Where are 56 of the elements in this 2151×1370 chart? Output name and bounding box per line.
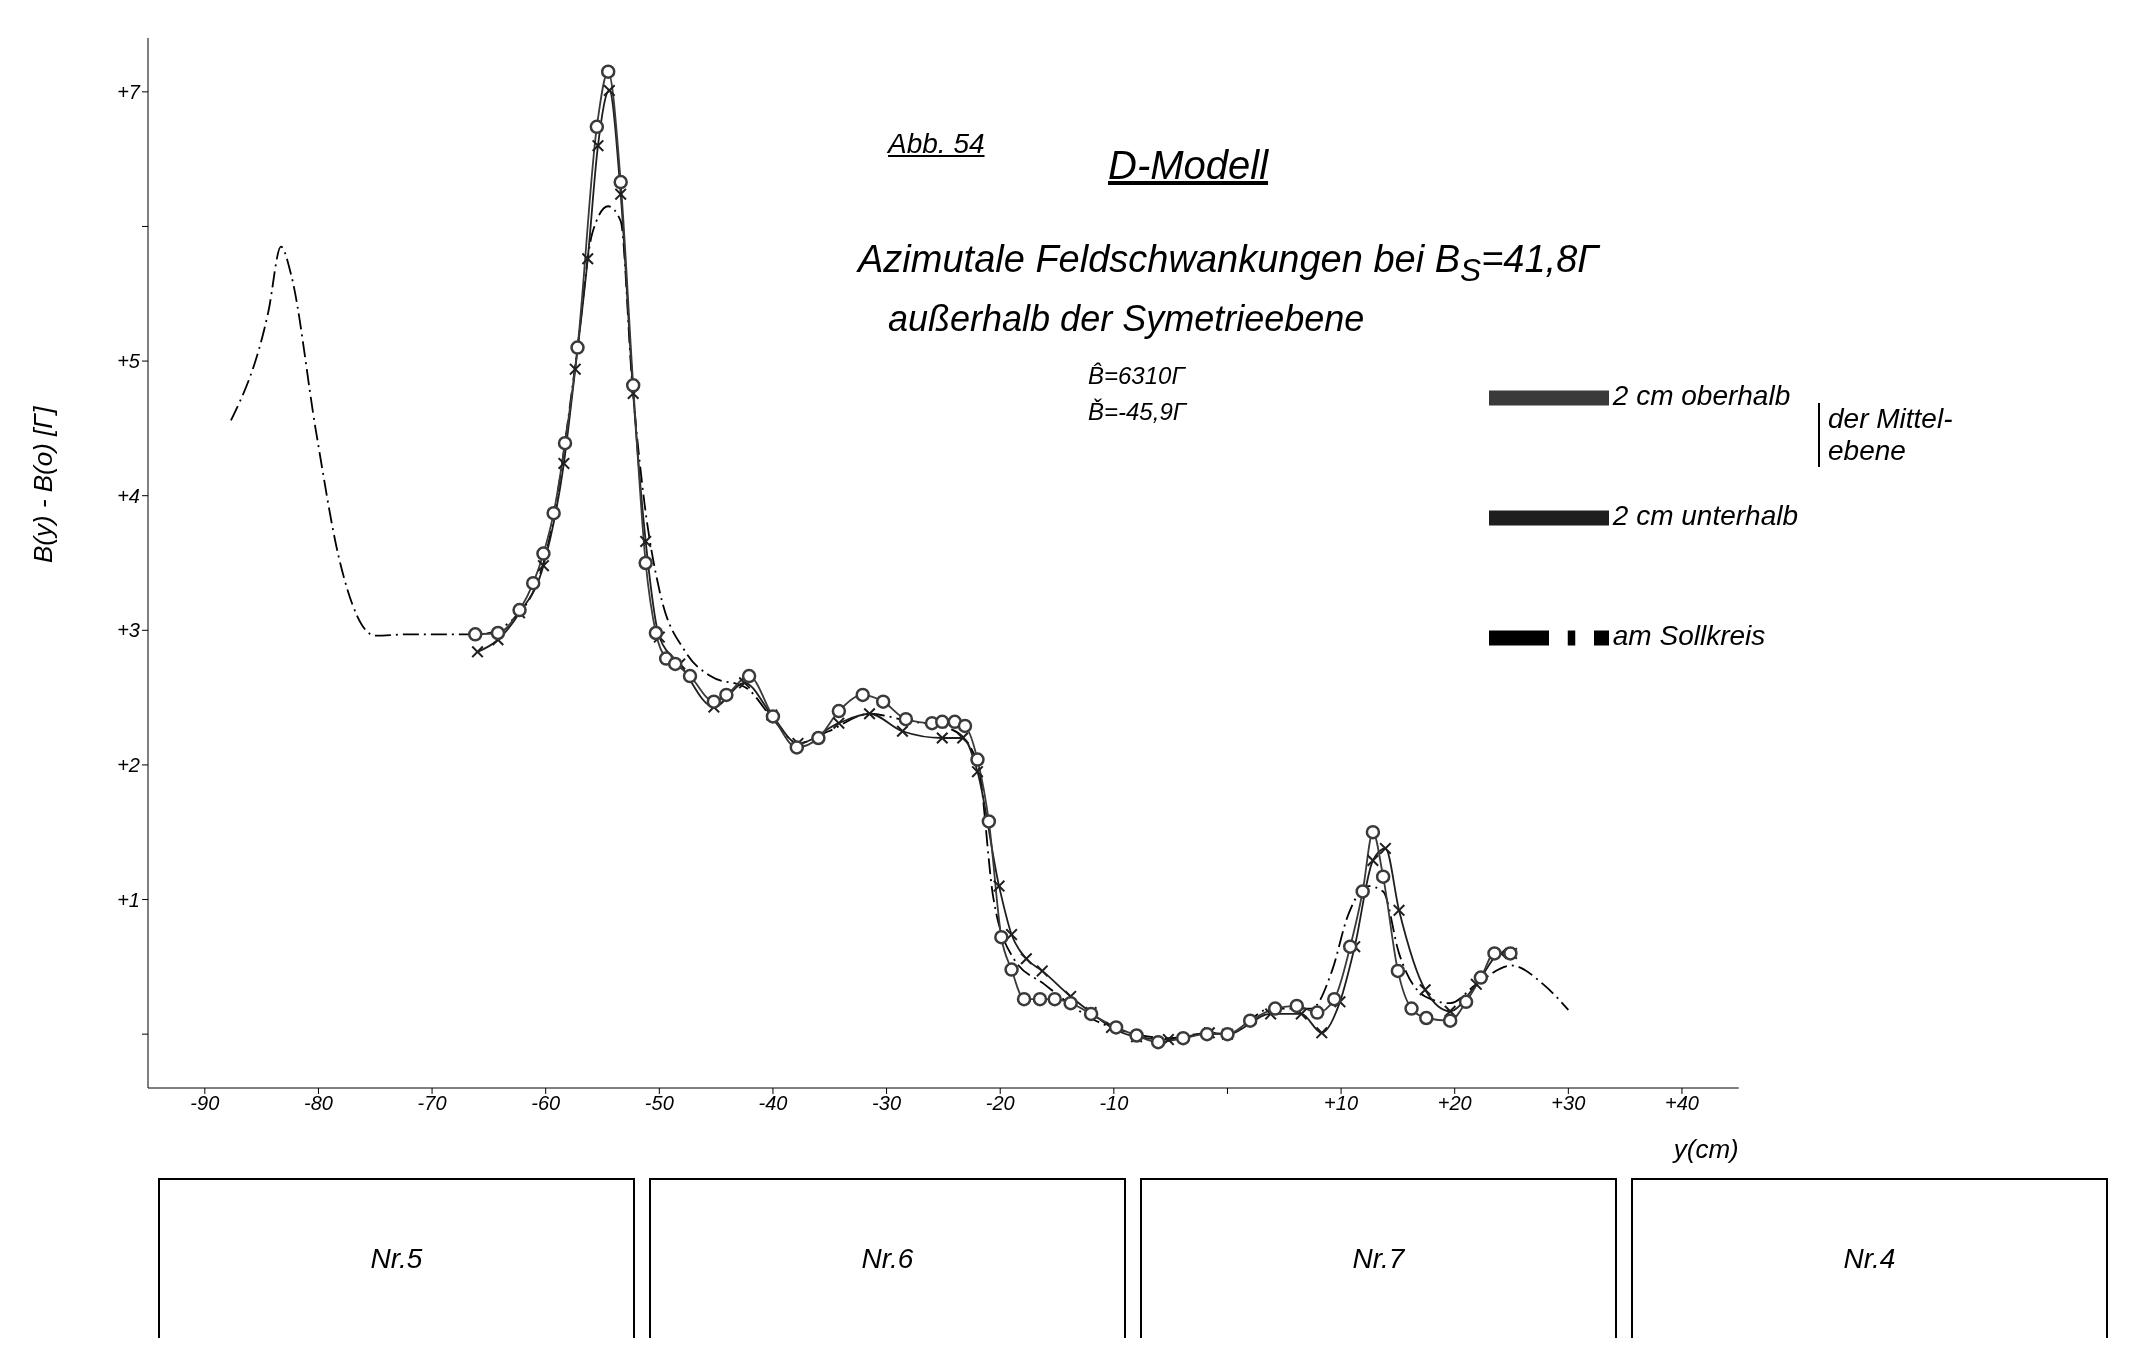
x-tick-label: -70 — [417, 1092, 447, 1115]
annotation: B̌=-45,9Γ — [1088, 397, 1187, 427]
point — [581, 252, 594, 265]
point — [832, 717, 845, 730]
y-tick-label: +3 — [117, 619, 140, 642]
point — [1020, 952, 1033, 965]
x-tick-label: -60 — [531, 1092, 561, 1115]
x-tick-label: +30 — [1551, 1092, 1586, 1115]
x-tick-label: -80 — [303, 1092, 333, 1115]
legend-label: am Sollkreis — [1612, 620, 1766, 652]
y-tick-label: +5 — [117, 350, 141, 373]
x-tick-label: +10 — [1324, 1092, 1359, 1115]
point — [1366, 854, 1379, 867]
x-tick-label: -90 — [190, 1092, 220, 1115]
point — [956, 732, 969, 744]
annotation: außerhalb der Symetrieebene — [888, 298, 1365, 340]
point — [1393, 904, 1406, 917]
point — [863, 707, 876, 720]
x-tick-label: -30 — [872, 1092, 902, 1115]
point — [614, 188, 627, 201]
point — [896, 725, 909, 738]
y-axis-title: B(y) - B(o) [Γ] — [28, 405, 59, 563]
text: der Mittel-ebene — [1818, 403, 1988, 467]
magnet-sector-outline: Nr.5 Nr.6 Nr.7 Nr.4 — [158, 1178, 2108, 1338]
text: D-Modell — [1108, 143, 1269, 188]
point — [471, 645, 484, 658]
y-tick-label: +1 — [117, 888, 140, 911]
point — [537, 559, 550, 572]
point — [557, 457, 570, 470]
point — [603, 84, 616, 97]
x-tick-label: +40 — [1665, 1092, 1699, 1115]
annotation: Abb. 54 — [888, 128, 985, 160]
point — [1379, 842, 1392, 855]
point — [1036, 964, 1049, 977]
x-tick-label: -20 — [985, 1092, 1015, 1115]
point — [936, 732, 949, 744]
x-axis-title: y(cm) — [1671, 1134, 1739, 1164]
point — [971, 765, 984, 778]
x-tick-label: +20 — [1437, 1092, 1472, 1115]
legend-label: 2 cm oberhalb — [1612, 380, 1791, 412]
point — [591, 139, 604, 152]
annotation: B̂=6310Γ — [1088, 361, 1187, 391]
x-tick-label: -40 — [758, 1092, 788, 1115]
point — [993, 880, 1006, 893]
y-tick-label: +7 — [117, 80, 141, 103]
y-tick-label: +4 — [117, 484, 140, 507]
x-tick-label: -50 — [644, 1092, 674, 1115]
point — [569, 363, 582, 376]
point — [639, 535, 652, 548]
x-tick-label: -10 — [1099, 1092, 1129, 1115]
legend-label: 2 cm unterhalb — [1612, 500, 1798, 532]
point — [1005, 928, 1018, 941]
point — [1315, 1026, 1328, 1039]
point — [1419, 983, 1432, 996]
text: Azimutale Feldschwankungen bei B$_{S}$=41,8Γ — [858, 238, 1599, 289]
y-tick-label: +2 — [117, 754, 140, 777]
